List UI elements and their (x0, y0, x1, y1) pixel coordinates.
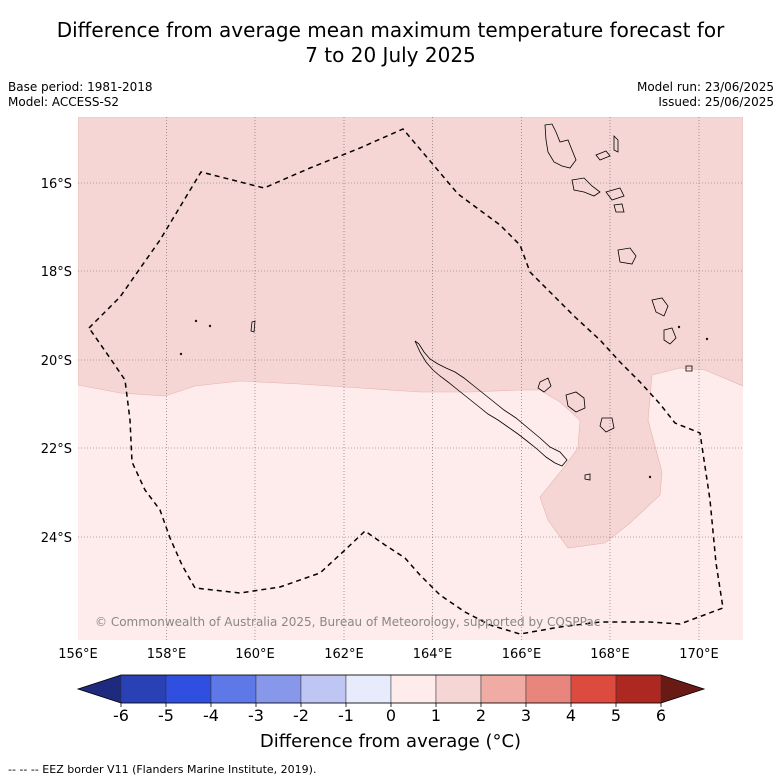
aneityum-island (685, 365, 693, 372)
malekula-island (571, 177, 601, 197)
eez-border (88, 128, 724, 635)
tanna-island (663, 327, 677, 345)
model-text: Model: ACCESS-S2 (8, 95, 120, 109)
colorbar-segment (255, 674, 302, 704)
epi-island (613, 203, 625, 213)
graticule (78, 117, 743, 640)
lon-tick-label: 162°E (324, 647, 364, 662)
maewo-island (595, 150, 611, 161)
mare-island (599, 417, 615, 433)
lat-tick-label: 20°S (41, 354, 72, 369)
issued-text: Issued: 25/06/2025 (658, 95, 774, 109)
islet-b (194, 319, 198, 323)
colorbar-tick-label: 5 (611, 706, 621, 725)
lifou-island (565, 391, 586, 413)
colorbar-segment (570, 674, 617, 704)
colorbar-segment (390, 674, 437, 704)
colorbar-segment (615, 674, 662, 704)
lat-tick-label: 18°S (41, 265, 72, 280)
anomaly-1-2-region (78, 117, 743, 549)
erromango-island (651, 297, 669, 317)
colorbar-segment (525, 674, 572, 704)
colorbar-segment (480, 674, 527, 704)
islet-e (705, 337, 709, 341)
title-line-2: 7 to 20 July 2025 (305, 43, 476, 67)
colorbar-tick-label: 3 (521, 706, 531, 725)
colorbar-tick-label: -3 (248, 706, 264, 725)
colorbar-tick-label: -4 (203, 706, 219, 725)
model-run-text: Model run: 23/06/2025 (636, 80, 774, 94)
colorbar-extend-low (78, 675, 121, 703)
colorbar-tick-label: -5 (158, 706, 174, 725)
lon-tick-label: 170°E (679, 647, 719, 662)
islet-c (208, 324, 212, 328)
colorbar-label: Difference from average (°C) (259, 731, 522, 752)
colorbar-segment (345, 674, 392, 704)
new-caledonia-island (414, 340, 568, 467)
lon-tick-label: 166°E (502, 647, 542, 662)
chart-title: Difference from average mean maximum tem… (0, 18, 781, 68)
chesterfield-reef (250, 320, 256, 333)
colorbar-tick-label: -2 (293, 706, 309, 725)
colorbar-tick-label: -6 (113, 706, 129, 725)
walpole-island (584, 473, 591, 481)
lon-tick-label: 156°E (58, 647, 98, 662)
lat-tick-label: 22°S (41, 442, 72, 457)
colorbar-tick-label: 4 (566, 706, 576, 725)
colorbar-tick-label: 6 (656, 706, 666, 725)
map-area: © Commonwealth of Australia 2025, Bureau… (78, 117, 743, 640)
pentecost-island (613, 135, 619, 153)
ouvea-island (537, 377, 552, 393)
longitude-axis: 156°E 158°E 160°E 162°E 164°E 166°E 168°… (58, 647, 719, 662)
lon-tick-label: 164°E (413, 647, 453, 662)
lat-tick-label: 16°S (41, 177, 72, 192)
islet-d (677, 325, 681, 329)
colorbar-tick-label: 0 (386, 706, 396, 725)
colorbar-extend-high (661, 675, 704, 703)
base-period-text: Base period: 1981-2018 (8, 80, 153, 94)
islet-a (179, 352, 183, 356)
meta-left: Base period: 1981-2018 Model: ACCESS-S2 (8, 80, 153, 110)
colorbar-tick-label: 1 (431, 706, 441, 725)
lon-tick-label: 160°E (235, 647, 275, 662)
lon-tick-label: 168°E (590, 647, 630, 662)
colorbar-segment (120, 674, 167, 704)
colorbar-segment (165, 674, 212, 704)
colorbar-tick-label: 2 (476, 706, 486, 725)
eez-footnote: -- -- -- EEZ border V11 (Flanders Marine… (8, 763, 317, 776)
efate-island (617, 247, 637, 265)
colorbar-segment (435, 674, 482, 704)
coastlines (179, 123, 709, 481)
colorbar: -6 -5 -4 -3 -2 -1 0 1 2 3 4 5 6 (76, 674, 706, 725)
colorbar-segment (210, 674, 257, 704)
lon-tick-label: 158°E (147, 647, 187, 662)
islet-f (648, 475, 652, 479)
latitude-axis: 16°S 18°S 20°S 22°S 24°S (41, 177, 72, 546)
colorbar-tick-label: -1 (338, 706, 354, 725)
espiritu-santo-island (544, 123, 577, 169)
credit-text: © Commonwealth of Australia 2025, Bureau… (95, 615, 600, 629)
lat-tick-label: 24°S (41, 531, 72, 546)
title-line-1: Difference from average mean maximum tem… (56, 18, 725, 42)
colorbar-segment (300, 674, 347, 704)
ambrym-island (605, 187, 625, 201)
meta-right: Model run: 23/06/2025 Issued: 25/06/2025 (637, 80, 774, 110)
